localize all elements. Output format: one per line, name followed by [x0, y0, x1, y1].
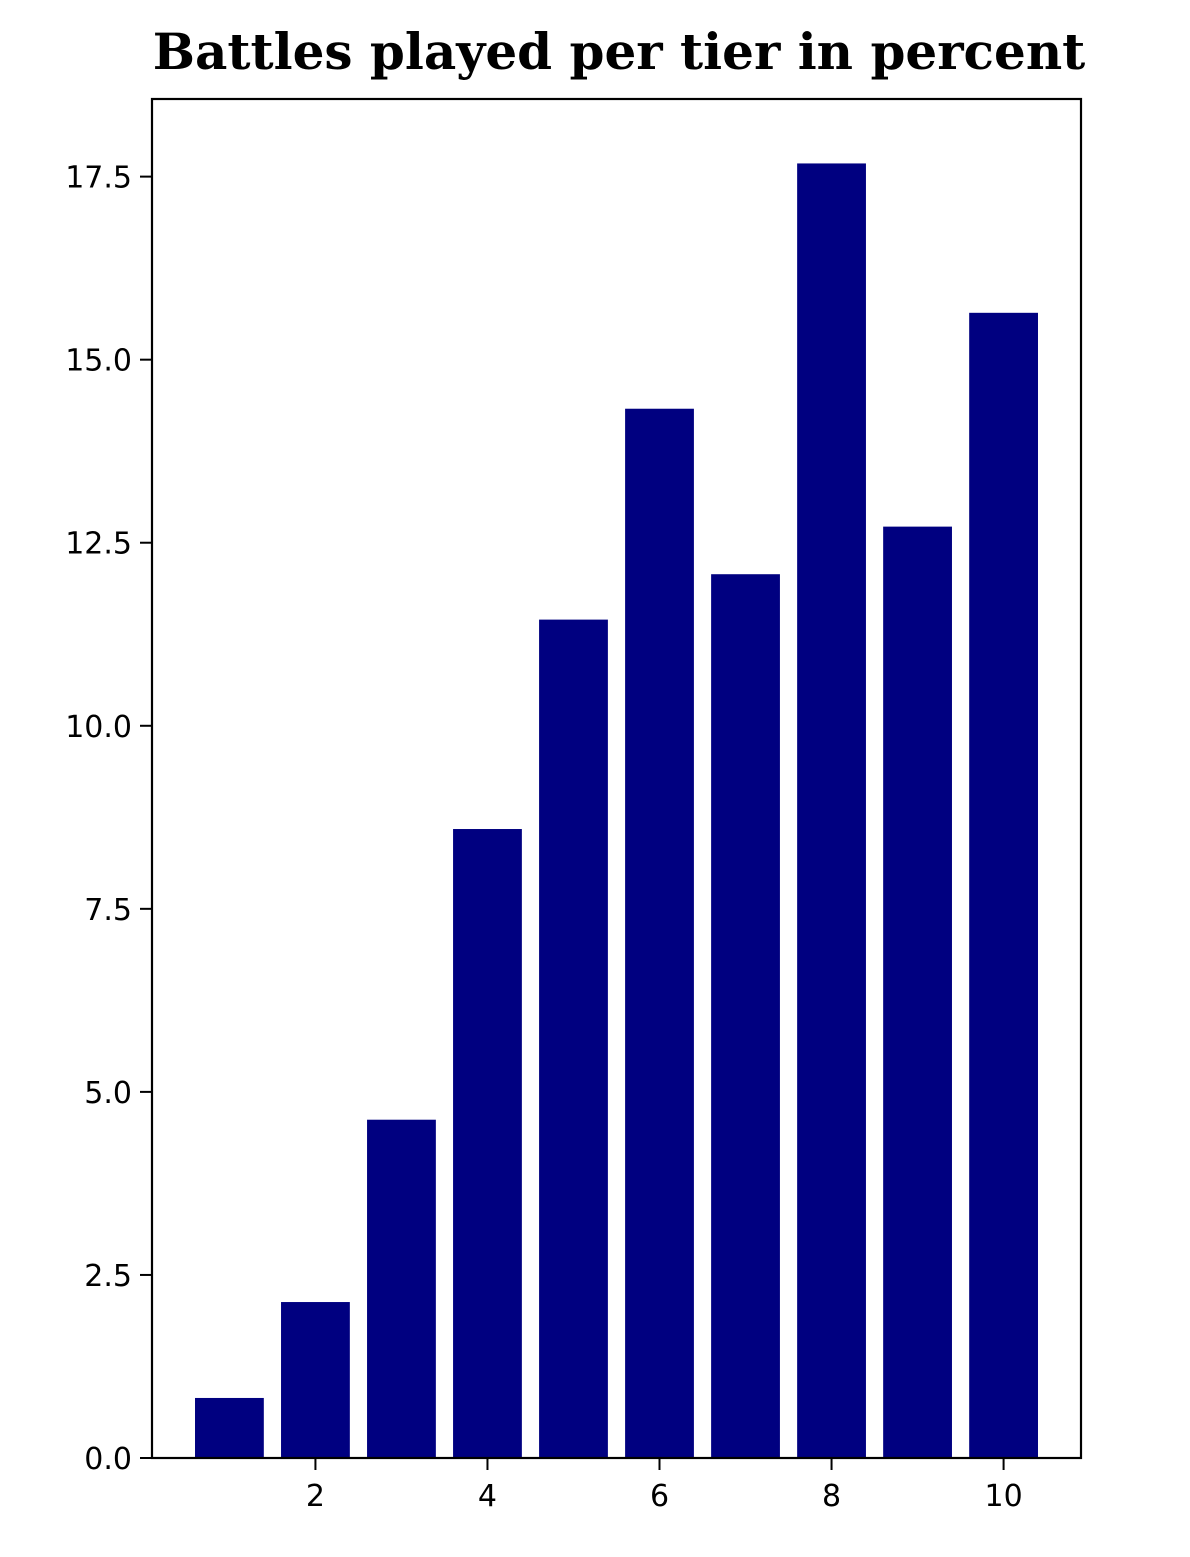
bars — [195, 163, 1038, 1459]
y-tick-label: 17.5 — [65, 161, 132, 196]
y-tick-label: 15.0 — [65, 344, 132, 379]
x-tick-label: 4 — [478, 1479, 497, 1514]
y-axis-ticks: 0.0 2.5 5.0 7.5 10.0 12.5 15.0 17.5 — [65, 161, 152, 1477]
bar-tier-10 — [969, 312, 1038, 1458]
y-tick-label: 5.0 — [84, 1076, 132, 1111]
x-tick-label: 6 — [650, 1479, 669, 1514]
bar-tier-2 — [281, 1302, 350, 1458]
bar-tier-6 — [625, 408, 694, 1459]
x-tick-label: 8 — [822, 1479, 841, 1514]
bar-tier-4 — [453, 829, 522, 1458]
bar-tier-1 — [195, 1397, 264, 1458]
bar-tier-3 — [367, 1119, 436, 1458]
bar-tier-8 — [797, 163, 866, 1459]
chart-title: Battles played per tier in percent — [152, 22, 1086, 81]
bar-tier-7 — [711, 574, 780, 1458]
x-tick-label: 2 — [306, 1479, 325, 1514]
y-tick-label: 12.5 — [65, 527, 132, 562]
x-axis-ticks: 2 4 6 8 10 — [306, 1458, 1023, 1514]
y-tick-label: 7.5 — [84, 893, 132, 928]
bar-tier-5 — [539, 619, 608, 1458]
y-tick-label: 2.5 — [84, 1259, 132, 1294]
plot-frame — [150, 97, 1083, 1460]
y-tick-label: 0.0 — [84, 1442, 132, 1477]
y-tick-label: 10.0 — [65, 710, 132, 745]
x-tick-label: 10 — [984, 1479, 1022, 1514]
bar-tier-9 — [883, 526, 952, 1458]
